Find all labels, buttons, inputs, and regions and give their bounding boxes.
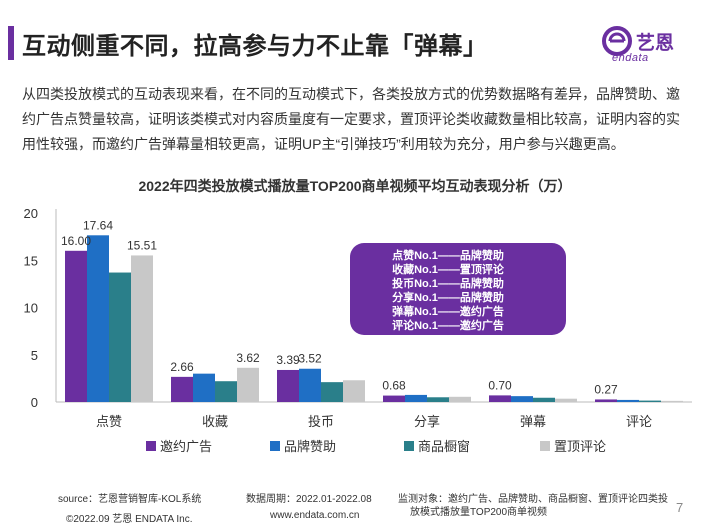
data-label: 15.51: [127, 238, 157, 252]
bar-品牌赞助: [405, 394, 427, 402]
footer-target-line2: 放模式播放量TOP200商单视频: [410, 507, 548, 518]
data-label: 3.39: [276, 353, 300, 367]
x-category-label: 点赞: [96, 414, 122, 429]
footer-copyright: ©2022.09 艺恩 ENDATA Inc.: [66, 514, 193, 525]
y-tick-label: 0: [31, 395, 38, 410]
data-label: 0.70: [488, 378, 512, 392]
data-label: 0.27: [594, 382, 618, 396]
legend-swatch: [270, 441, 280, 451]
bar-邀约广告: [489, 395, 511, 402]
footer-period: 数据周期：2022.01-2022.08: [246, 494, 372, 505]
bar-chart: 0 5 10 15 20 点赞 收藏 投币 分享 弹幕 评论 16.00 17.64 15.51 2.66 3…: [24, 206, 692, 454]
data-label: 17.64: [83, 218, 113, 232]
legend-swatch: [146, 441, 156, 451]
logo-text-cn: 艺恩: [636, 33, 675, 54]
callout-line: 分享No.1——品牌赞助: [392, 292, 504, 304]
legend-label: 品牌赞助: [284, 439, 336, 454]
page-number: 7: [676, 500, 684, 515]
footer-source: source：艺恩营销智库-KOL系统: [58, 494, 202, 505]
x-category-label: 评论: [626, 414, 652, 429]
bar-品牌赞助: [617, 399, 639, 402]
bar-邀约广告: [65, 250, 87, 402]
bar-置顶评论: [343, 380, 365, 402]
data-label: 2.66: [170, 360, 194, 374]
x-category-label: 分享: [414, 414, 440, 429]
bar-置顶评论: [237, 367, 259, 402]
legend-label: 商品橱窗: [418, 439, 470, 454]
bar-邀约广告: [383, 395, 405, 402]
callout-line: 投币No.1——品牌赞助: [392, 278, 504, 290]
bar-品牌赞助: [87, 235, 109, 402]
bar-商品橱窗: [109, 272, 131, 402]
callout-line: 收藏No.1——置顶评论: [392, 264, 504, 276]
data-label: 3.62: [236, 351, 260, 365]
bar-品牌赞助: [511, 396, 533, 402]
endata-logo: 艺恩 endata: [602, 24, 697, 64]
legend-swatch: [540, 441, 550, 451]
bar-商品橱窗: [427, 397, 449, 402]
bar-品牌赞助: [299, 368, 321, 402]
bar-商品橱窗: [321, 382, 343, 402]
x-category-label: 投币: [308, 414, 334, 429]
title-accent-bar: [8, 26, 14, 60]
x-category-label: 弹幕: [520, 414, 546, 429]
bar-邀约广告: [171, 376, 193, 402]
page-title: 互动侧重不同，拉高参与力不止靠「弹幕」: [22, 33, 488, 60]
y-tick-label: 10: [24, 301, 38, 316]
bar-邀约广告: [277, 369, 299, 402]
legend-label: 置顶评论: [554, 439, 606, 454]
bar-置顶评论: [449, 396, 471, 402]
legend-swatch: [404, 441, 414, 451]
logo-text-en: endata: [612, 52, 649, 64]
footer-url: www.endata.com.cn: [270, 510, 360, 521]
intro-paragraph: 从四类投放模式的互动表现来看，在不同的互动模式下，各类投放方式的优势数据略有差异…: [22, 86, 680, 152]
bar-置顶评论: [661, 400, 683, 402]
endata-logo-icon: [602, 26, 632, 56]
y-tick-label: 15: [24, 253, 38, 268]
data-label: 16.00: [61, 234, 91, 248]
bar-商品橱窗: [639, 400, 661, 402]
data-label: 3.52: [298, 352, 322, 366]
bar-置顶评论: [555, 398, 577, 402]
bar-商品橱窗: [215, 381, 237, 402]
y-tick-label: 5: [31, 348, 38, 363]
callout-line: 点赞No.1——品牌赞助: [392, 250, 504, 262]
bar-商品橱窗: [533, 397, 555, 402]
y-tick-label: 20: [24, 206, 38, 221]
bar-品牌赞助: [193, 373, 215, 402]
chart-title: 2022年四类投放模式播放量TOP200商单视频平均互动表现分析（万）: [138, 178, 572, 194]
legend-label: 邀约广告: [160, 439, 212, 454]
footer-target-line1: 监测对象：邀约广告、品牌赞助、商品橱窗、置顶评论四类投: [398, 494, 668, 505]
callout-line: 评论No.1——邀约广告: [392, 320, 504, 332]
bar-置顶评论: [131, 255, 153, 402]
data-label: 0.68: [382, 379, 406, 393]
callout-line: 弹幕No.1——邀约广告: [392, 306, 504, 318]
ranking-callout: 点赞No.1——品牌赞助 收藏No.1——置顶评论 投币No.1——品牌赞助 分…: [350, 243, 566, 335]
bar-邀约广告: [595, 399, 617, 402]
x-category-label: 收藏: [202, 414, 228, 429]
